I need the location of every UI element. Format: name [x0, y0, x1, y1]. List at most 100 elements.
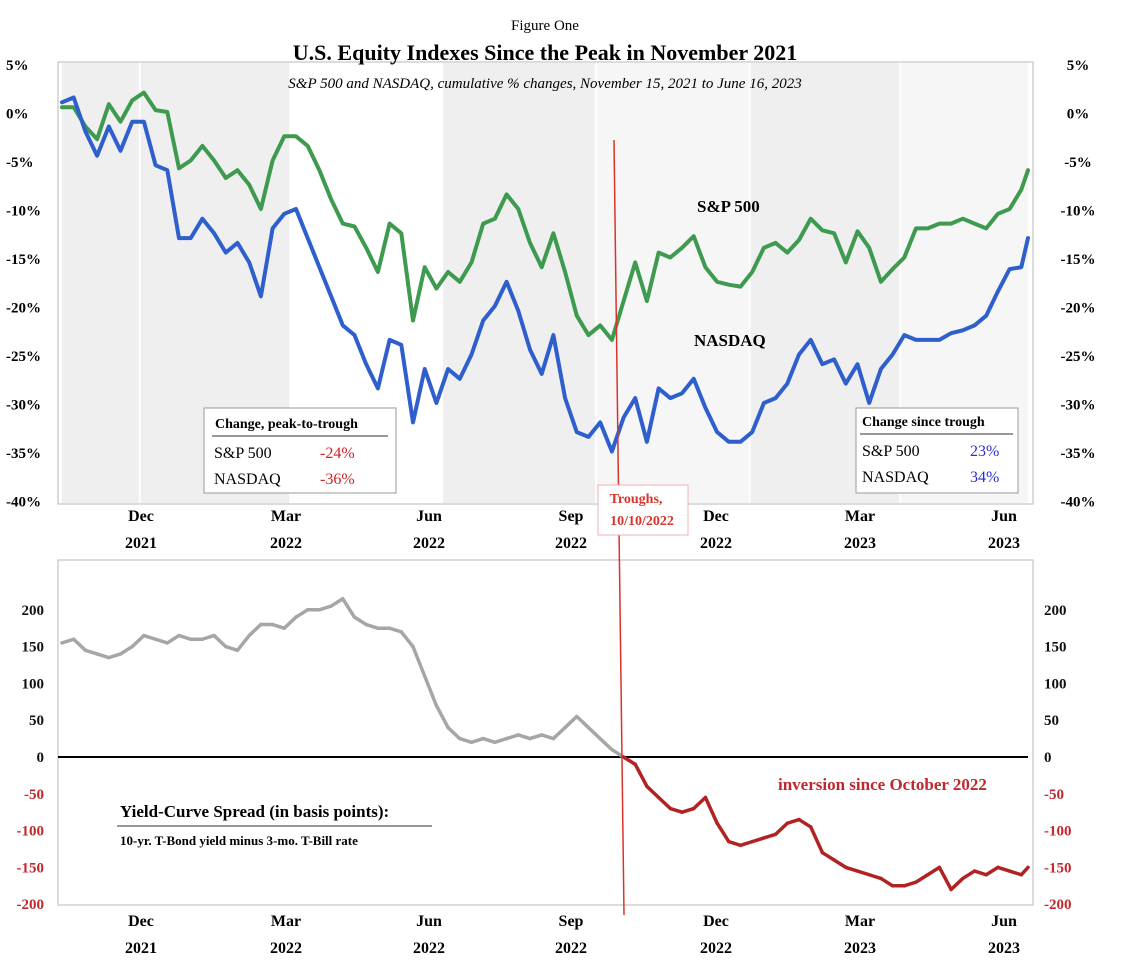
- spread-segment: [1007, 869, 1024, 877]
- spread-segment: [341, 597, 357, 619]
- spread-segment: [703, 795, 719, 825]
- bottom-y-tick-right: 50: [1044, 713, 1059, 729]
- spread-segment: [107, 652, 123, 660]
- bottom-y-tick-left: 150: [22, 640, 45, 656]
- x-year-label: 2022: [413, 535, 445, 552]
- bottom-y-tick-right: -50: [1044, 787, 1064, 803]
- shade-band: [443, 63, 596, 503]
- x-month-label: Sep: [559, 508, 584, 525]
- x-month-label: Jun: [991, 508, 1017, 525]
- spread-segment: [715, 821, 731, 844]
- yield-spread-line: [60, 597, 1030, 892]
- x-year-label: 2022: [700, 535, 732, 552]
- spread-segment: [60, 637, 76, 645]
- bottom-y-tick-right: -200: [1044, 897, 1072, 913]
- spread-segment: [867, 873, 883, 881]
- top-y-tick-left: 0%: [6, 107, 29, 123]
- spread-segment: [493, 736, 509, 745]
- spread-segment: [95, 652, 111, 660]
- x-month-label: Jun: [416, 913, 442, 930]
- x-year-label: 2023: [988, 535, 1020, 552]
- top-y-tick-left: -35%: [6, 446, 41, 462]
- top-y-tick-left: -25%: [6, 349, 41, 365]
- bottom-x-axis-labels: Dec 2021 Mar 2022 Jun 2022 Sep 2022 Dec 2022 Mar 20…: [125, 913, 1020, 957]
- top-y-tick-right: -20%: [1061, 301, 1096, 317]
- trough-label-box: Troughs, 10/10/2022: [597, 484, 689, 536]
- top-y-tick-left: -30%: [6, 398, 41, 414]
- spread-segment: [434, 703, 450, 730]
- spread-segment: [645, 784, 661, 800]
- spread-segment: [118, 644, 134, 656]
- trough-box-title: Change since trough: [862, 415, 985, 430]
- spread-segment: [528, 733, 544, 741]
- chart-subtitle: S&P 500 and NASDAQ, cumulative % changes…: [288, 76, 801, 92]
- top-y-tick-right: -10%: [1061, 204, 1096, 220]
- trough-box-row-nasdaq-value: 34%: [970, 469, 999, 486]
- bottom-y-tick-right: 100: [1044, 676, 1067, 692]
- bottom-y-tick-left: 200: [22, 603, 45, 619]
- spread-segment: [902, 880, 918, 888]
- x-month-label: Dec: [128, 913, 154, 930]
- spread-segment: [399, 630, 415, 649]
- top-y-tick-left: -40%: [6, 495, 41, 511]
- spread-segment: [235, 633, 251, 653]
- spread-segment: [808, 825, 825, 855]
- spread-segment: [270, 622, 287, 630]
- top-y-tick-left: -15%: [6, 252, 41, 268]
- bottom-y-tick-right: 200: [1044, 603, 1067, 619]
- spread-segment: [165, 633, 181, 645]
- x-year-label: 2022: [700, 940, 732, 957]
- bottom-y-tick-right: 150: [1044, 640, 1067, 656]
- peak-box-row-nasdaq-value: -36%: [320, 471, 355, 488]
- x-month-label: Mar: [845, 913, 875, 930]
- top-y-tick-right: -30%: [1061, 398, 1096, 414]
- spread-segment: [762, 832, 778, 840]
- spread-segment: [130, 633, 146, 649]
- spread-segment: [563, 714, 579, 730]
- spread-segment: [668, 806, 684, 814]
- spread-segment: [949, 876, 965, 892]
- top-y-tick-right: -15%: [1061, 252, 1096, 268]
- x-month-label: Mar: [845, 508, 875, 525]
- nasdaq-points: [61, 97, 1029, 452]
- spread-segment: [539, 733, 556, 741]
- inversion-note: inversion since October 2022: [778, 775, 987, 794]
- spread-segment: [797, 817, 813, 829]
- bottom-y-tick-right: 0: [1044, 750, 1052, 766]
- spread-segment: [937, 865, 953, 892]
- spread-segment: [773, 821, 790, 837]
- spread-segment: [961, 869, 977, 881]
- spread-segment: [247, 622, 263, 638]
- spread-segment: [972, 869, 988, 877]
- spread-segment: [458, 736, 474, 745]
- spread-segment: [914, 873, 930, 884]
- spread-segment: [387, 626, 404, 634]
- spread-segment: [329, 597, 345, 608]
- spread-segment: [621, 755, 637, 767]
- spread-segment: [750, 836, 766, 844]
- spread-segment: [200, 633, 216, 641]
- x-year-label: 2022: [413, 940, 445, 957]
- x-year-label: 2023: [844, 940, 876, 957]
- nasdaq-line: [60, 95, 1030, 454]
- top-y-tick-left: -10%: [6, 204, 41, 220]
- top-y-tick-right: 5%: [1067, 58, 1090, 74]
- top-plot-area: [57, 61, 1034, 505]
- x-month-label: Jun: [416, 508, 442, 525]
- spread-segment: [996, 865, 1012, 873]
- x-month-label: Jun: [991, 913, 1017, 930]
- spread-segment: [224, 644, 240, 653]
- spread-segment: [469, 736, 485, 745]
- trough-label-line2: 10/10/2022: [610, 514, 674, 529]
- x-month-label: Mar: [271, 913, 301, 930]
- trough-box-row-nasdaq-label: NASDAQ: [862, 469, 929, 486]
- spread-segment: [71, 637, 88, 653]
- spread-segment: [83, 648, 99, 656]
- spread-segment: [294, 608, 310, 619]
- peak-to-trough-box: Change, peak-to-trough S&P 500 -24% NASD…: [203, 407, 397, 494]
- x-month-label: Sep: [559, 913, 584, 930]
- x-year-label: 2022: [270, 535, 302, 552]
- figure-label: Figure One: [511, 18, 579, 34]
- top-y-tick-left: -20%: [6, 301, 41, 317]
- x-month-label: Dec: [703, 913, 729, 930]
